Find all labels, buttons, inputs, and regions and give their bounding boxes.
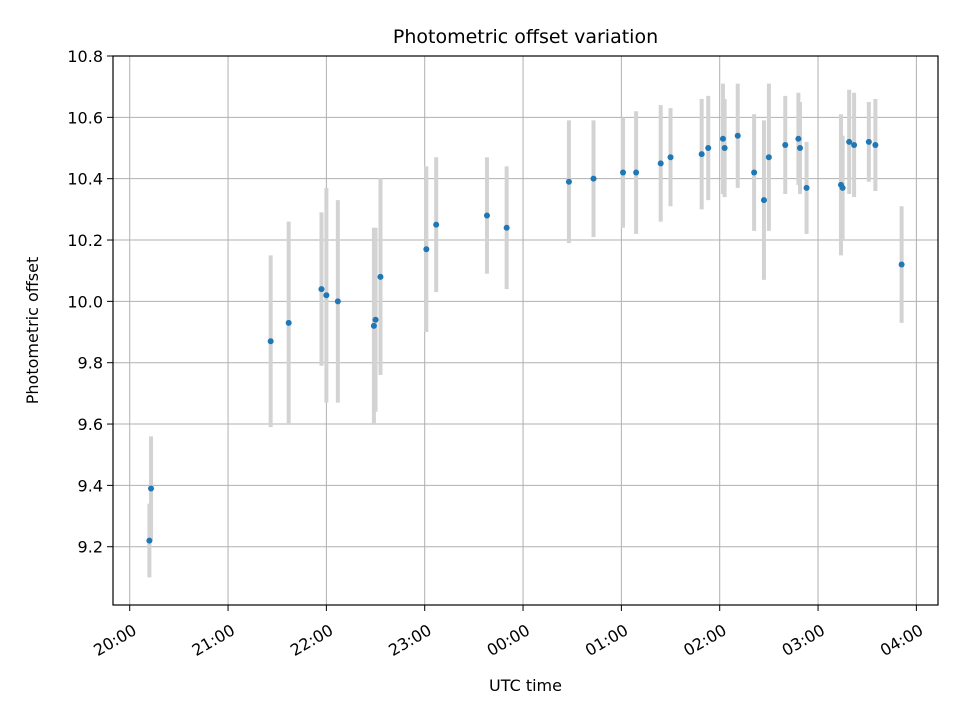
data-point [765, 154, 772, 161]
x-tick-label: 03:00 [779, 620, 828, 660]
y-tick-label: 10.6 [67, 108, 103, 127]
grid [113, 55, 938, 605]
y-axis: 9.2 9.4 9.6 9.8 10.0 10.2 10.4 10.6 10.8 [67, 47, 113, 557]
y-axis-label: Photometric offset [23, 257, 42, 405]
x-tick-label: 00:00 [484, 620, 533, 660]
data-point [797, 145, 804, 152]
data-point [285, 319, 292, 326]
data-point [782, 141, 789, 148]
data-point [590, 175, 597, 182]
data-point [865, 138, 872, 145]
data-point [433, 221, 440, 228]
x-axis: 20:00 21:00 22:00 23:00 00:00 01:00 02:00 03:00… [90, 605, 926, 660]
data-point [372, 316, 379, 323]
chart-title: Photometric offset variation [393, 26, 658, 48]
data-point [423, 246, 430, 253]
x-tick-label: 20:00 [90, 620, 139, 660]
x-tick-label: 22:00 [287, 620, 336, 660]
data-point [565, 178, 572, 185]
data-point [898, 261, 905, 268]
data-point [698, 151, 705, 158]
x-tick-label: 01:00 [582, 620, 631, 660]
data-point [503, 224, 510, 231]
data-points [146, 132, 905, 544]
data-point [667, 154, 674, 161]
data-point [146, 537, 153, 544]
data-point [483, 212, 490, 219]
y-tick-label: 10.8 [67, 47, 103, 66]
data-point [751, 169, 758, 176]
x-tick-label: 04:00 [877, 620, 926, 660]
data-point [148, 485, 155, 492]
data-point [760, 197, 767, 204]
x-axis-label: UTC time [489, 676, 562, 695]
data-point [334, 298, 341, 305]
data-point [795, 135, 802, 142]
data-point [851, 141, 858, 148]
y-tick-label: 9.6 [78, 415, 103, 434]
data-point [267, 338, 274, 345]
x-tick-label: 23:00 [385, 620, 434, 660]
x-tick-label: 02:00 [680, 620, 729, 660]
data-point [872, 141, 879, 148]
x-tick-label: 21:00 [189, 620, 238, 660]
data-point [734, 132, 741, 139]
error-bars [147, 83, 904, 578]
data-point [839, 184, 846, 191]
data-point [721, 145, 728, 152]
data-point [803, 184, 810, 191]
y-tick-label: 10.0 [67, 292, 103, 311]
y-tick-label: 10.2 [67, 231, 103, 250]
data-point [620, 169, 627, 176]
y-tick-label: 9.2 [78, 538, 103, 557]
data-point [318, 286, 325, 293]
y-tick-label: 9.8 [78, 354, 103, 373]
data-point [370, 322, 377, 329]
y-tick-label: 10.4 [67, 170, 103, 189]
data-point [323, 292, 330, 299]
plot-frame [112, 55, 939, 606]
data-point [377, 273, 384, 280]
data-point [846, 138, 853, 145]
data-point [705, 145, 712, 152]
data-point [633, 169, 640, 176]
data-point [657, 160, 664, 167]
data-point [719, 135, 726, 142]
y-tick-label: 9.4 [78, 476, 103, 495]
